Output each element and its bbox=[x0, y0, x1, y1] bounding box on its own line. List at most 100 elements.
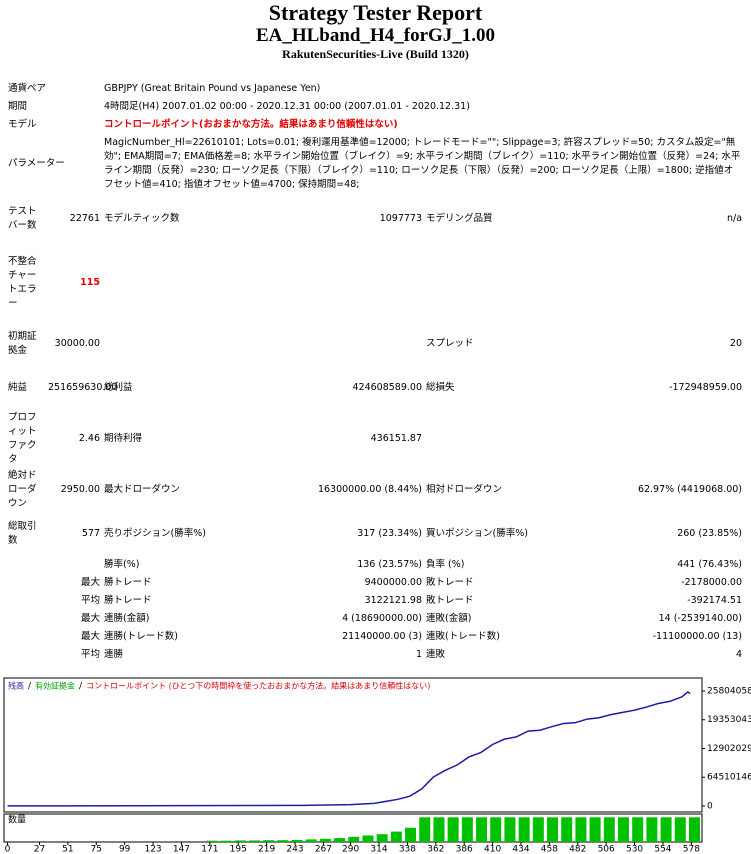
stat-value: 1097773 bbox=[379, 213, 423, 224]
stat-label: 総取引数 bbox=[8, 521, 37, 546]
report-table: 通貨ペア GBPJPY (Great Britain Pound vs Japan… bbox=[6, 80, 744, 664]
volume-bar bbox=[547, 817, 559, 842]
stat-label: 相対ドローダウン bbox=[426, 484, 503, 495]
volume-bar bbox=[476, 817, 488, 842]
volume-bar bbox=[490, 817, 502, 842]
stat-label: 勝トレード bbox=[104, 577, 152, 588]
x-tick-label: 386 bbox=[456, 845, 473, 854]
volume-bar bbox=[405, 827, 417, 842]
stat-value: 436151.87 bbox=[370, 433, 423, 444]
x-tick-label: 290 bbox=[342, 845, 359, 854]
x-tick-label: 578 bbox=[683, 845, 700, 854]
volume-bar bbox=[504, 817, 516, 842]
row: 最大 勝トレード 9400000.00 敗トレード -2178000.00 bbox=[6, 574, 744, 592]
row: 総取引数 577 売りポジション(勝率%) 317 (23.34%) 買いポジション(勝… bbox=[6, 512, 744, 556]
volume-bar bbox=[632, 817, 644, 842]
stat-label: 連勝(トレード数) bbox=[104, 631, 178, 642]
volume-bar bbox=[419, 817, 431, 842]
stat-value: 577 bbox=[81, 528, 101, 539]
row: 平均 連勝 1 連敗 4 bbox=[6, 646, 744, 664]
stat-value: 136 (23.57%) bbox=[357, 559, 423, 570]
stat-value bbox=[46, 556, 102, 574]
stat-label: モデルティック数 bbox=[104, 213, 180, 224]
balance-line bbox=[7, 690, 691, 807]
info-label: パラメーター bbox=[8, 158, 65, 169]
stat-label: 不整合チャートエラー bbox=[8, 256, 37, 309]
stat-label: 連敗(トレード数) bbox=[426, 631, 500, 642]
x-tick-label: 27 bbox=[34, 845, 45, 854]
stat-value: -172948959.00 bbox=[669, 382, 743, 393]
report-subtitle: EA_HLband_H4_forGJ_1.00 bbox=[255, 25, 496, 46]
volume-bar bbox=[206, 840, 218, 842]
volume-bar bbox=[603, 817, 615, 842]
volume-bar bbox=[263, 840, 275, 842]
legend-entry: 有効証拠金 bbox=[35, 681, 75, 691]
stat-value: 1 bbox=[415, 649, 423, 660]
x-tick-label: 195 bbox=[230, 845, 247, 854]
row: パラメーター MagicNumber_Hl=22610101; Lots=0.01… bbox=[6, 134, 744, 194]
stat-label: 買いポジション(勝率%) bbox=[426, 528, 528, 539]
legend-separator: / bbox=[79, 682, 83, 692]
stat-value: 22761 bbox=[69, 213, 101, 224]
x-tick-label: 506 bbox=[598, 845, 615, 854]
x-tick-label: 147 bbox=[173, 845, 190, 854]
x-tick-label: 530 bbox=[626, 845, 643, 854]
volume-bar bbox=[319, 838, 331, 842]
stat-label: スプレッド bbox=[426, 338, 474, 349]
stat-value: 21140000.00 (3) bbox=[342, 631, 423, 642]
stat-value: 3122121.98 bbox=[364, 595, 423, 606]
x-tick-label: 219 bbox=[258, 845, 275, 854]
row: 絶対ドローダウン 2950.00 最大ドローダウン 16300000.00 (8.44… bbox=[6, 468, 744, 512]
legend-entry: コントロールポイント (ひとつ下の時間枠を使ったおおまかな方法。結果はあまり信頼… bbox=[86, 681, 430, 691]
x-tick-label: 243 bbox=[286, 845, 303, 854]
stat-value: 最大 bbox=[81, 577, 101, 588]
row: 最大 連勝(トレード数) 21140000.00 (3) 連敗(トレード数) -1110… bbox=[6, 628, 744, 646]
stat-value: 9400000.00 bbox=[364, 577, 423, 588]
y-tick-label: 64510146 bbox=[707, 773, 751, 783]
server: RakutenSecurities-Live (Build 1320) bbox=[282, 47, 469, 61]
stat-label: 連敗 bbox=[426, 649, 446, 660]
stat-label: テストバー数 bbox=[8, 206, 37, 231]
stat-label bbox=[6, 628, 46, 646]
stat-value: 2950.00 bbox=[60, 484, 101, 495]
chart: 0 64510146 12902029 19353043 25804058 0 27 51 75… bbox=[3, 677, 751, 854]
stat-value: 平均 bbox=[81, 649, 101, 660]
volume-bar bbox=[433, 817, 445, 842]
x-tick-label: 314 bbox=[370, 845, 387, 854]
row: 不整合チャートエラー 115 bbox=[6, 244, 744, 322]
stat-label bbox=[6, 646, 46, 664]
volume-label: 数量 bbox=[8, 814, 26, 826]
stat-label: 期待利得 bbox=[104, 433, 143, 444]
stat-value: 最大 bbox=[81, 631, 101, 642]
stat-label: モデリング品質 bbox=[426, 213, 493, 224]
stat-label: 売りポジション(勝率%) bbox=[104, 528, 206, 539]
stat-value bbox=[622, 410, 744, 468]
row: モデル コントロールポイント(おおまかな方法。結果はあまり信頼性はない) bbox=[6, 116, 744, 134]
stat-label: 初期証拠金 bbox=[8, 331, 37, 356]
info-text: 4時間足(H4) 2007.01.02 00:00 - 2020.12.31 0… bbox=[104, 101, 470, 112]
stat-value: 115 bbox=[80, 277, 101, 288]
x-tick-label: 482 bbox=[569, 845, 586, 854]
stat-value: 260 (23.85%) bbox=[677, 528, 743, 539]
x-tick-label: 458 bbox=[541, 845, 558, 854]
stat-label bbox=[6, 592, 46, 610]
stat-value: 平均 bbox=[81, 595, 101, 606]
volume-bar bbox=[575, 817, 587, 842]
volume-bar bbox=[532, 817, 544, 842]
stat-value: -392174.51 bbox=[687, 595, 743, 606]
row: 平均 勝トレード 3122121.98 敗トレード -392174.51 bbox=[6, 592, 744, 610]
stat-label: 総利益 bbox=[104, 382, 133, 393]
x-tick-label: 75 bbox=[91, 845, 102, 854]
volume-bar bbox=[362, 835, 374, 842]
report-table-wrap: 通貨ペア GBPJPY (Great Britain Pound vs Japan… bbox=[6, 80, 744, 674]
stat-label: 連敗(金額) bbox=[426, 613, 472, 624]
volume-bar bbox=[234, 840, 246, 842]
stat-value: 317 (23.34%) bbox=[357, 528, 423, 539]
stat-label bbox=[6, 556, 46, 574]
stat-value: 4 bbox=[735, 649, 743, 660]
stat-value: 424608589.00 bbox=[352, 382, 423, 393]
stat-label: 絶対ドローダウン bbox=[8, 470, 37, 509]
info-label: 通貨ペア bbox=[8, 83, 47, 94]
volume-bar bbox=[646, 817, 658, 842]
stat-label: 負率 (%) bbox=[426, 559, 465, 570]
